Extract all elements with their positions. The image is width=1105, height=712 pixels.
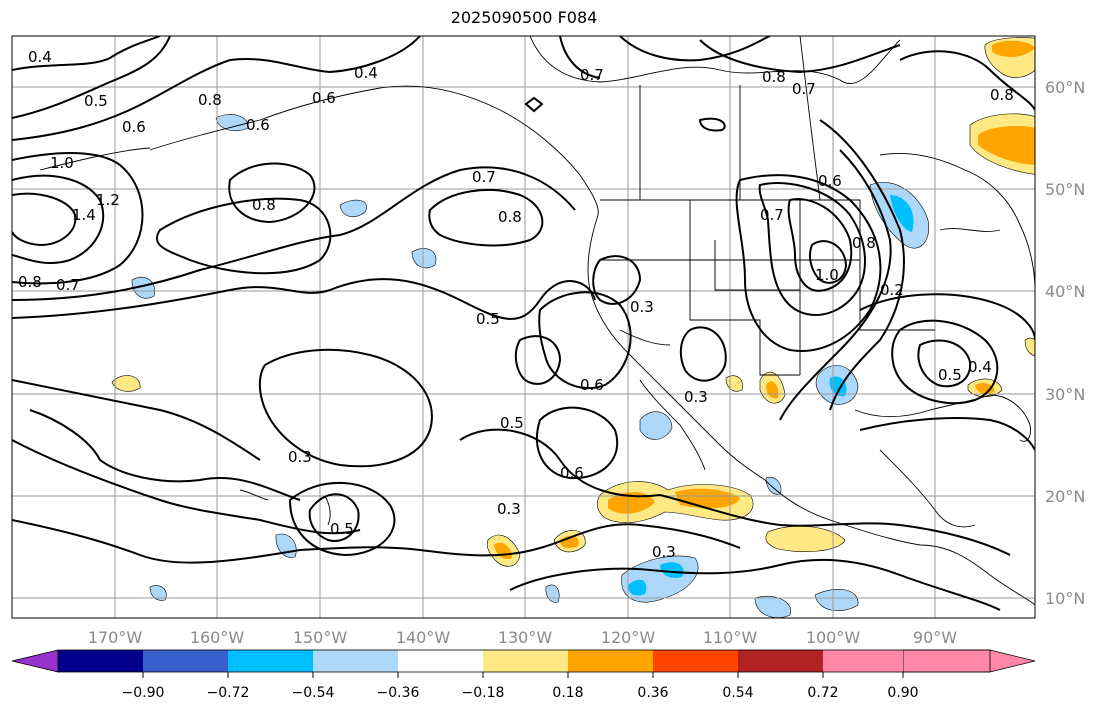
map-title: 2025090500 F084 [450,8,598,27]
colorbar-segment [823,650,903,672]
contour-label: 0.4 [968,358,992,376]
lon-label: 160°W [190,628,245,647]
contour-label: 1.0 [815,266,839,284]
lon-label: 150°W [293,628,348,647]
colorbar-tick-label: 0.72 [807,685,838,701]
contour-label: 0.4 [354,64,378,82]
lat-label: 40°N [1045,282,1085,301]
colorbar-tick-label: 0.18 [552,685,583,701]
lon-label: 90°W [913,628,957,647]
contour-label: 0.5 [84,92,108,110]
contour-label: 0.3 [684,388,708,406]
colorbar-tick-label: −0.18 [462,685,505,701]
colorbar-segment [398,650,483,672]
colorbar: −0.90 −0.72 −0.54 −0.36 −0.18 0.18 0.36 … [11,649,1036,701]
contour-label: 0.3 [652,543,676,561]
contour-label-group: 0.4 0.5 0.6 1.0 1.4 1.2 0.8 0.7 0.8 0.6 … [18,48,1014,561]
lon-label: 170°W [88,628,143,647]
colorbar-tick-label: −0.90 [122,685,165,701]
colorbar-tick-label: 0.54 [722,685,753,701]
contour-label: 0.5 [938,366,962,384]
colorbar-tick-label: −0.54 [292,685,335,701]
contour-label: 1.2 [96,191,120,209]
contour-label: 0.8 [990,86,1014,104]
contour-label: 0.6 [312,89,336,107]
contour-label: 0.7 [792,80,816,98]
contour-label: 0.5 [330,520,354,538]
lat-label: 60°N [1045,78,1085,97]
contour-label: 1.0 [50,154,74,172]
contour-label: 0.8 [198,91,222,109]
contour-label: 0.6 [580,376,604,394]
contour-label: 0.5 [500,414,524,432]
lat-label: 10°N [1045,589,1085,608]
contour-label: 0.6 [818,172,842,190]
colorbar-extend-left [11,649,59,673]
colorbar-tick-label: 0.36 [637,685,668,701]
contour-label: 0.4 [28,48,52,66]
contour-label: 0.7 [580,66,604,84]
colorbar-tick-label: 0.90 [887,685,918,701]
lon-label: 140°W [396,628,451,647]
colorbar-segment [568,650,653,672]
colorbar-tick-label: −0.36 [377,685,420,701]
contour-label: 0.3 [497,500,521,518]
contour-lines [12,36,1035,611]
contour-label: 0.8 [18,273,42,291]
contour-label: 0.8 [498,208,522,226]
contour-label: 0.7 [472,168,496,186]
map-frame [11,35,1036,619]
contour-label: 0.8 [852,234,876,252]
contour-label: 0.2 [880,281,904,299]
colorbar-segment [653,650,738,672]
contour-label: 0.6 [560,464,584,482]
colorbar-segment [313,650,398,672]
colorbar-segment [483,650,568,672]
contour-label: 0.8 [252,196,276,214]
lon-label: 100°W [806,628,861,647]
contour-label: 0.8 [762,68,786,86]
contour-label: 0.6 [246,116,270,134]
contour-label: 0.6 [122,118,146,136]
colorbar-extend-right [902,649,1036,673]
contour-label: 0.7 [56,276,80,294]
lat-label: 30°N [1045,385,1085,404]
colorbar-segment [143,650,228,672]
colorbar-segment [228,650,313,672]
latitude-labels: 60°N 50°N 40°N 30°N 20°N 10°N [1045,78,1085,608]
contour-label: 0.3 [630,298,654,316]
lat-label: 50°N [1045,180,1085,199]
contour-label: 0.7 [760,206,784,224]
lon-label: 130°W [498,628,553,647]
lon-label: 110°W [703,628,758,647]
coastlines [39,36,1035,606]
longitude-labels: 170°W 160°W 150°W 140°W 130°W 120°W 110°… [88,628,957,647]
contour-label: 1.4 [72,206,96,224]
colorbar-segment [738,650,823,672]
contour-label: 0.3 [288,448,312,466]
contour-label: 0.5 [476,310,500,328]
lat-label: 20°N [1045,487,1085,506]
colorbar-tick-label: −0.72 [207,685,250,701]
lon-label: 120°W [601,628,656,647]
colorbar-segment [58,650,143,672]
